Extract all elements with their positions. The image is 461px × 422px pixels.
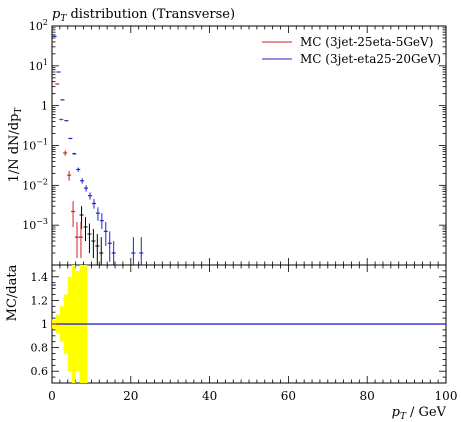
ratio-y-tick-label: 1.2: [31, 294, 49, 307]
chart-title: pT distribution (Transverse): [52, 7, 235, 24]
x-tick-label: 0: [48, 389, 56, 403]
y-tick-label: 10−3: [22, 217, 48, 232]
x-tick-label: 60: [281, 389, 296, 403]
y-tick-label: 102: [29, 18, 48, 33]
legend-label-series-1: MC (3jet-25eta-5GeV): [300, 35, 433, 49]
ratio-y-tick-label: 1.4: [31, 271, 49, 284]
y-axis-label: 1/N dN/dpT: [7, 108, 24, 183]
legend: MC (3jet-25eta-5GeV) MC (3jet-eta25-20Ge…: [262, 35, 441, 66]
y-tick-label: 10−1: [22, 138, 48, 153]
x-tick-label: 40: [202, 389, 217, 403]
x-tick-label: 80: [360, 389, 375, 403]
y-tick-label: 10−2: [22, 177, 48, 192]
legend-label-series-2: MC (3jet-eta25-20GeV): [300, 52, 441, 66]
x-axis-label: pT / GeV: [392, 405, 447, 422]
ratio-y-tick-label: 0.6: [31, 365, 49, 378]
x-tick-label: 20: [123, 389, 138, 403]
ratio-uncertainty-band: [75, 270, 80, 372]
y-tick-label: 1: [41, 100, 48, 113]
main-panel: 102 101 1 10−1 10−2 10−3: [22, 18, 447, 266]
ratio-panel: 0 20 40 60 80 100 1.4 1.2 1 0.8 0.6: [31, 264, 458, 403]
ratio-y-tick-label: 0.8: [31, 342, 49, 355]
ratio-y-tick-label: 1: [41, 318, 48, 331]
y-tick-label: 101: [29, 58, 48, 73]
ratio-y-axis-label: MC/data: [5, 264, 20, 321]
x-tick-label: 100: [435, 389, 458, 403]
